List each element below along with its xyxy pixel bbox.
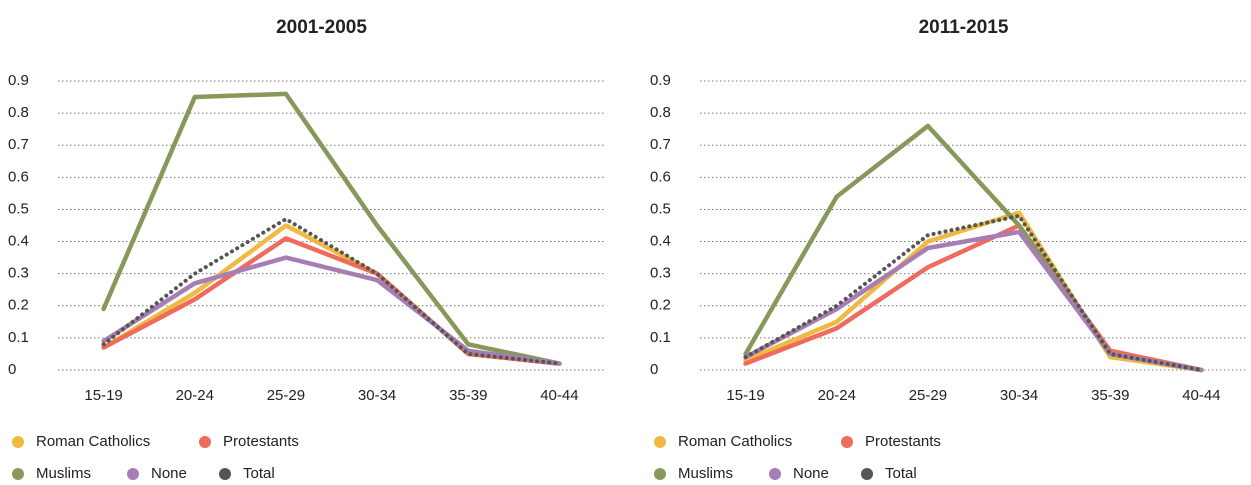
legend-marker (12, 436, 24, 448)
x-tick-label: 15-19 (726, 387, 764, 404)
y-tick-label: 0.1 (650, 329, 671, 346)
legend-marker (12, 468, 24, 480)
legend-marker (219, 468, 231, 480)
legend-label: None (793, 465, 829, 482)
legend-marker (199, 436, 211, 448)
x-tick-label: 40-44 (540, 387, 578, 404)
series-line (101, 255, 562, 366)
y-tick-label: 0.2 (650, 297, 671, 314)
y-tick-label: 0.9 (650, 72, 671, 89)
y-tick-label: 0.6 (650, 168, 671, 185)
legend-label: Total (243, 465, 275, 482)
legend-marker (841, 436, 853, 448)
x-tick-label: 25-29 (267, 387, 305, 404)
x-tick-label: 35-39 (1091, 387, 1129, 404)
y-tick-label: 0.8 (8, 104, 29, 121)
y-tick-label: 0 (8, 361, 16, 378)
legend-marker (127, 468, 139, 480)
legend-label: Protestants (865, 433, 941, 450)
legend-marker (654, 468, 666, 480)
chart-title: 2011-2015 (919, 17, 1009, 38)
y-tick-label: 0 (650, 361, 658, 378)
series-line (101, 217, 562, 366)
y-tick-label: 0.5 (8, 200, 29, 217)
legend-label: Protestants (223, 433, 299, 450)
y-tick-label: 0.2 (8, 297, 29, 314)
y-tick-label: 0.8 (650, 104, 671, 121)
y-tick-label: 0.3 (650, 265, 671, 282)
y-tick-label: 0.9 (8, 72, 29, 89)
series-line (101, 236, 562, 366)
y-tick-label: 0.7 (650, 136, 671, 153)
legend-marker (861, 468, 873, 480)
y-tick-label: 0.4 (8, 233, 29, 250)
series-line (743, 213, 1204, 372)
y-tick-label: 0.6 (8, 168, 29, 185)
legend-label: Roman Catholics (678, 433, 792, 450)
series-line (743, 229, 1204, 373)
x-tick-label: 40-44 (1182, 387, 1220, 404)
y-tick-label: 0.7 (8, 136, 29, 153)
series-line (743, 223, 1204, 373)
series-line (101, 91, 562, 366)
x-tick-label: 30-34 (1000, 387, 1038, 404)
legend-label: Muslims (36, 465, 91, 482)
x-tick-label: 15-19 (84, 387, 122, 404)
x-tick-label: 25-29 (909, 387, 947, 404)
x-tick-label: 20-24 (176, 387, 214, 404)
x-tick-label: 35-39 (449, 387, 487, 404)
legend-label: Total (885, 465, 917, 482)
y-tick-label: 0.5 (650, 200, 671, 217)
series-line (743, 210, 1204, 373)
legend-label: None (151, 465, 187, 482)
legend-label: Roman Catholics (36, 433, 150, 450)
y-tick-label: 0.1 (8, 329, 29, 346)
y-tick-label: 0.3 (8, 265, 29, 282)
legend-label: Muslims (678, 465, 733, 482)
y-tick-label: 0.4 (650, 233, 671, 250)
legend-marker (654, 436, 666, 448)
x-tick-label: 20-24 (818, 387, 856, 404)
chart-title: 2001-2005 (276, 17, 367, 38)
legend-marker (769, 468, 781, 480)
x-tick-label: 30-34 (358, 387, 396, 404)
